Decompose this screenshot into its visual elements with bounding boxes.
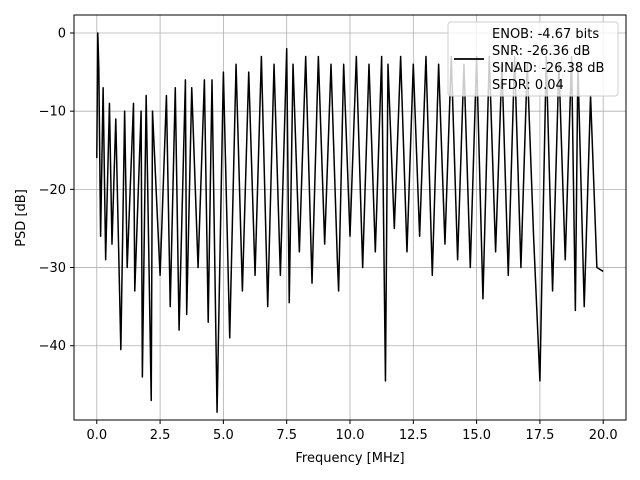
x-tick-label: 5.0	[213, 428, 234, 443]
y-tick-label: −40	[39, 339, 66, 354]
psd-series-line	[96, 32, 604, 413]
legend-line-enob: ENOB: -4.67 bits	[492, 27, 599, 42]
x-tick-label: 10.0	[336, 428, 365, 443]
y-tick-label: −10	[39, 105, 66, 120]
y-tick-label: 0	[58, 26, 66, 41]
legend-line-sinad: SINAD: -26.38 dB	[492, 61, 604, 76]
x-tick-label: 17.5	[525, 428, 554, 443]
legend-line-sfdr: SFDR: 0.04	[492, 78, 564, 93]
x-tick-label: 7.5	[276, 428, 297, 443]
legend: ENOB: -4.67 bits SNR: -26.36 dB SINAD: -…	[447, 21, 619, 97]
legend-box	[447, 21, 619, 97]
legend-line-snr: SNR: -26.36 dB	[492, 44, 590, 59]
y-tick-label: −30	[39, 261, 66, 276]
y-axis-ticks: 0 −10 −20 −30 −40	[39, 26, 74, 354]
x-tick-label: 15.0	[462, 428, 491, 443]
x-tick-label: 2.5	[150, 428, 171, 443]
x-tick-label: 0.0	[86, 428, 107, 443]
y-tick-label: −20	[39, 183, 66, 198]
x-tick-label: 12.5	[399, 428, 428, 443]
x-tick-label: 20.0	[589, 428, 618, 443]
x-axis-label: Frequency [MHz]	[295, 451, 404, 466]
y-axis-label: PSD [dB]	[14, 189, 29, 247]
x-axis-ticks: 0.0 2.5 5.0 7.5 10.0 12.5 15.0 17.5 20.0	[86, 420, 618, 443]
